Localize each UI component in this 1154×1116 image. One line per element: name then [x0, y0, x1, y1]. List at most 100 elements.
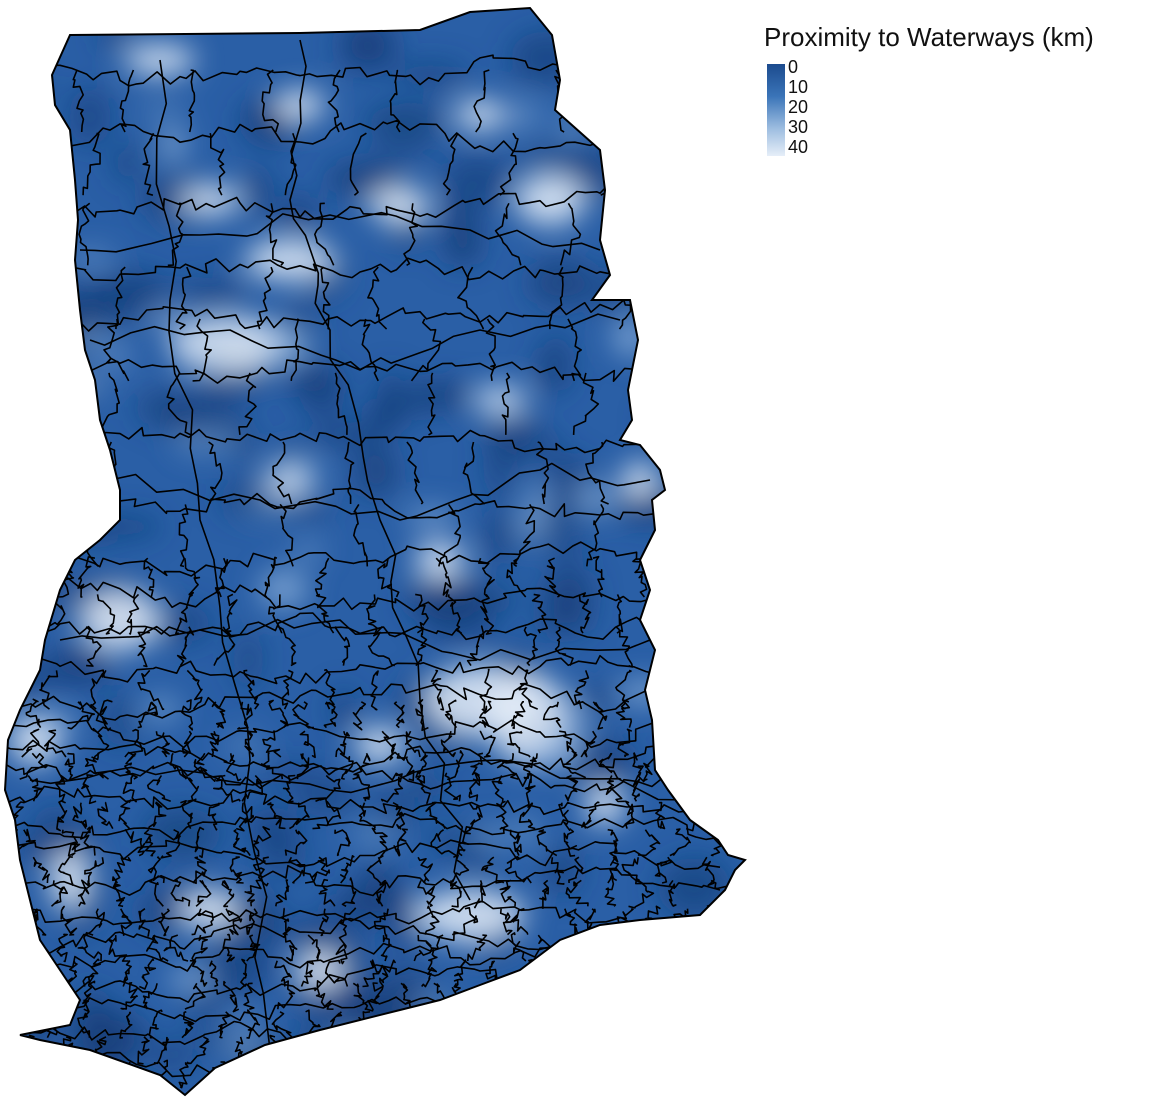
- district-boundary-line: [122, 775, 138, 803]
- district-boundary-line: [229, 856, 244, 884]
- district-boundary-line: [543, 1061, 556, 1089]
- district-boundary-line: [616, 594, 624, 634]
- district-boundary-line: [520, 1036, 533, 1064]
- district-boundary-line: [284, 935, 298, 962]
- district-boundary-line: [607, 855, 620, 884]
- district-boundary-line: [701, 856, 715, 886]
- near-water-patch: [86, 516, 163, 538]
- district-boundary-line: [583, 959, 607, 987]
- district-boundary-line: [473, 69, 490, 133]
- district-boundary-line: [209, 960, 219, 988]
- district-boundary-line: [77, 931, 102, 962]
- district-boundary-line: [300, 960, 315, 987]
- district-boundary-line: [208, 441, 223, 505]
- district-boundary-line: [718, 670, 735, 711]
- district-boundary-line: [279, 503, 294, 567]
- district-boundary-line: [406, 441, 424, 505]
- near-water-patch: [174, 278, 247, 307]
- district-boundary-line: [29, 983, 45, 1010]
- near-water-patch: [368, 137, 438, 156]
- district-boundary-line: [209, 730, 220, 758]
- district-boundary-line: [566, 1084, 586, 1095]
- district-boundary-line: [461, 1061, 480, 1092]
- near-water-patch: [73, 987, 111, 1041]
- district-boundary-line: [238, 372, 257, 435]
- near-water-patch: [377, 370, 405, 418]
- district-boundary-line: [85, 626, 102, 667]
- district-boundary-line: [89, 313, 621, 371]
- district-boundary-line: [5, 257, 721, 288]
- district-boundary-line: [473, 880, 486, 909]
- district-boundary-line: [421, 960, 437, 988]
- district-boundary-line: [361, 318, 379, 382]
- district-boundary-line: [355, 1059, 376, 1091]
- district-boundary-line: [667, 557, 687, 598]
- district-boundary-line: [256, 266, 274, 330]
- district-boundary-line: [615, 1035, 637, 1063]
- district-boundary-line: [112, 856, 132, 884]
- district-boundary-line: [180, 800, 193, 829]
- district-boundary-line: [175, 266, 192, 330]
- district-boundary-line: [340, 855, 355, 884]
- district-boundary-line: [77, 1011, 91, 1038]
- near-water-patch: [483, 406, 534, 458]
- near-water-patch: [232, 630, 264, 690]
- district-boundary-line: [176, 626, 195, 667]
- district-boundary-line: [742, 878, 745, 907]
- district-boundary-line: [120, 982, 138, 1010]
- district-boundary-line: [741, 829, 745, 857]
- district-boundary-line: [84, 908, 105, 936]
- district-boundary-line: [623, 982, 645, 1010]
- near-water-patch: [679, 289, 727, 339]
- district-boundary-line: [586, 504, 605, 567]
- district-boundary-line: [5, 760, 721, 793]
- district-boundary-line: [479, 730, 496, 758]
- district-boundary-line: [712, 1036, 726, 1064]
- near-water-patch: [394, 894, 416, 955]
- district-boundary-line: [375, 879, 387, 907]
- district-boundary-line: [444, 772, 461, 802]
- district-boundary-line: [207, 802, 220, 831]
- district-boundary-line: [181, 730, 192, 758]
- district-boundary-line: [138, 958, 157, 990]
- district-boundary-line: [478, 557, 495, 598]
- district-boundary-line: [656, 504, 671, 567]
- district-boundary-line: [467, 934, 488, 962]
- district-boundary-line: [296, 753, 310, 780]
- district-boundary-line: [511, 701, 526, 730]
- near-water-patch: [69, 87, 111, 147]
- district-boundary-line: [701, 202, 710, 266]
- district-boundary-line: [334, 829, 351, 857]
- district-boundary-line: [218, 1011, 231, 1039]
- district-boundary-line: [451, 982, 463, 1012]
- district-boundary-line: [580, 730, 597, 758]
- district-boundary-line: [578, 594, 592, 634]
- district-boundary-line: [617, 69, 637, 133]
- near-water-patch: [355, 444, 398, 499]
- mid-distance-patch: [258, 569, 309, 609]
- district-boundary-line: [39, 670, 59, 710]
- mid-distance-patch: [68, 251, 115, 264]
- district-boundary-line: [367, 626, 396, 667]
- district-boundary-line: [339, 907, 357, 935]
- district-boundary-line: [377, 558, 400, 598]
- mid-distance-patch: [167, 968, 213, 990]
- district-boundary-line: [146, 775, 171, 803]
- district-boundary-line: [660, 593, 683, 634]
- district-boundary-line: [5, 577, 721, 612]
- district-boundary-line: [209, 133, 226, 196]
- near-water-patch: [543, 568, 593, 620]
- district-boundary-line: [280, 907, 292, 936]
- legend-tick-label: 10: [788, 77, 809, 97]
- district-boundary-line: [15, 441, 34, 505]
- district-boundary-line: [27, 626, 41, 666]
- district-boundary-line: [495, 1061, 514, 1089]
- district-boundary-line: [281, 669, 294, 710]
- district-boundary-line: [544, 557, 561, 598]
- mid-distance-patch: [558, 702, 594, 740]
- district-boundary-line: [5, 812, 721, 841]
- district-boundary-line: [735, 799, 745, 831]
- district-boundary-line: [29, 759, 691, 801]
- district-boundary-line: [410, 318, 442, 382]
